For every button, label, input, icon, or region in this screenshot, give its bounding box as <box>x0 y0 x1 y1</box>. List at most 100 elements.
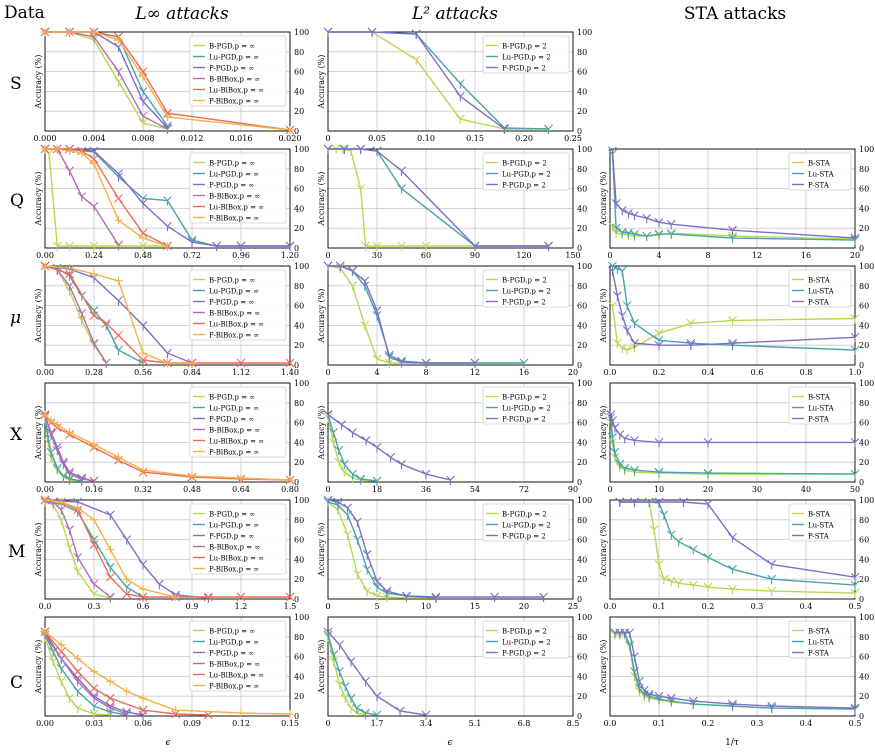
x-tick-label: 8 <box>705 251 710 260</box>
legend-entry: Lu-STA <box>808 405 835 413</box>
data-point-P-PGD <box>372 306 382 316</box>
data-point-Lu-BlBox <box>285 358 295 368</box>
y-tick-label: 100 <box>859 496 874 505</box>
x-tick-label: 1.40 <box>281 368 299 377</box>
data-point-B-BlBox <box>65 281 74 291</box>
y-axis-label: Accuracy (%) <box>317 523 326 578</box>
x-tick-label: 16 <box>519 368 529 377</box>
y-axis-label: Accuracy (%) <box>599 172 608 227</box>
data-point-P-BlBox <box>286 126 294 135</box>
series-line-B-BlBox <box>45 31 168 130</box>
data-point-P-STA <box>630 652 639 662</box>
data-point-Lu-BlBox <box>56 647 66 657</box>
legend-box <box>482 269 570 308</box>
data-point-B-STA <box>850 314 860 324</box>
data-point-Lu-PGD <box>352 703 362 714</box>
y-tick-label: 80 <box>859 516 869 525</box>
data-point-Lu-STA <box>728 564 737 575</box>
legend-entry: Lu-PGD,p = 2 <box>502 522 551 530</box>
data-point-P-PGD <box>356 144 366 154</box>
y-tick-label: 100 <box>577 496 592 505</box>
data-point-P-BlBox <box>114 35 123 44</box>
legend-entry: Lu-PGD,p = ∞ <box>209 171 259 179</box>
data-point-P-PGD <box>353 517 362 527</box>
y-tick-label: 0 <box>859 244 864 253</box>
data-point-P-PGD <box>138 199 148 209</box>
x-tick-label: 0 <box>325 719 330 728</box>
data-point-P-BlBox <box>171 706 180 715</box>
data-point-P-STA <box>850 572 860 583</box>
x-tick-label: 10 <box>421 602 431 611</box>
data-point-B-BlBox <box>122 709 132 720</box>
legend-entry: B-PGD,p = 2 <box>502 511 547 519</box>
data-point-P-PGD <box>337 420 346 430</box>
x-tick-label: 0.9 <box>186 602 199 611</box>
data-point-Lu-PGD <box>372 710 382 721</box>
x-tick-label: 0.012 <box>181 134 204 143</box>
legend-entry: B-PGD,p = ∞ <box>209 628 255 636</box>
data-point-B-PGD <box>372 354 382 365</box>
x-tick-label: 0 <box>607 485 612 494</box>
series-line-B-PGD <box>45 31 168 130</box>
series-line-Lu-BlBox <box>44 265 290 364</box>
data-point-Lu-PGD <box>329 650 339 660</box>
legend-entry: P-PGD,p = 2 <box>502 182 546 190</box>
y-tick-label: 80 <box>294 282 304 291</box>
data-point-P-BlBox <box>57 497 66 506</box>
data-point-P-STA <box>615 497 625 507</box>
data-point-P-PGD <box>187 237 197 248</box>
data-point-Lu-PGD <box>58 471 68 482</box>
x-tick-label: 0.00 <box>36 485 54 494</box>
data-point-P-STA <box>703 499 713 509</box>
data-point-B-BlBox <box>65 525 74 535</box>
data-point-B-PGD <box>65 543 74 553</box>
data-point-B-STA <box>728 316 737 326</box>
series-line-Lu-PGD <box>45 31 169 127</box>
data-point-Lu-PGD <box>397 184 406 194</box>
y-tick-label: 100 <box>577 379 592 388</box>
y-tick-label: 0 <box>294 595 299 604</box>
y-tick-label: 40 <box>294 87 304 96</box>
y-tick-label: 40 <box>294 672 304 681</box>
legend-box <box>788 503 852 542</box>
y-tick-label: 20 <box>577 575 587 584</box>
legend-box <box>788 152 852 191</box>
x-tick-label: 90 <box>568 485 578 494</box>
data-point-Lu-PGD <box>356 474 366 485</box>
data-point-Lu-STA <box>612 264 622 274</box>
data-point-P-PGD <box>397 459 406 470</box>
data-point-Lu-BlBox <box>89 311 99 320</box>
data-point-B-BlBox <box>89 579 99 590</box>
data-point-P-PGD <box>411 29 421 39</box>
panel-mu-linf: 0.00 0.28 0.56 0.84 1.12 1.400 20 40 60 80 100 Accu… <box>34 261 309 377</box>
x-tick-label: 0.4 <box>702 368 715 377</box>
y-tick-label: 100 <box>577 613 592 622</box>
data-point-B-BlBox <box>114 67 123 77</box>
data-point-Lu-STA <box>666 530 676 540</box>
x-tick-label: 0.05 <box>368 134 386 143</box>
y-tick-label: 0 <box>577 361 582 370</box>
y-tick-label: 100 <box>577 262 592 271</box>
x-tick-label: 0.10 <box>417 134 435 143</box>
x-tick-label: 1.20 <box>281 251 299 260</box>
data-point-B-PGD <box>73 703 83 714</box>
series-line-P-BlBox <box>44 414 291 481</box>
data-point-P-PGD <box>470 358 480 369</box>
data-point-P-PGD <box>397 166 406 176</box>
data-point-P-BlBox <box>90 159 98 168</box>
x-tick-label: 0 <box>325 368 330 377</box>
x-tick-label: 150 <box>565 251 580 260</box>
data-point-P-STA <box>611 199 621 209</box>
data-point-B-STA <box>659 574 669 585</box>
x-tick-label: 0.6 <box>751 368 764 377</box>
data-point-P-BlBox <box>106 545 115 554</box>
x-tick-label: 10 <box>654 485 664 494</box>
data-point-P-PGD <box>335 640 344 650</box>
data-point-B-PGD <box>334 457 344 468</box>
data-column-header: Data <box>4 3 45 23</box>
data-point-B-PGD <box>114 77 123 87</box>
legend-entry: Lu-PGD,p = 2 <box>502 54 551 62</box>
data-point-P-BlBox <box>65 146 74 155</box>
